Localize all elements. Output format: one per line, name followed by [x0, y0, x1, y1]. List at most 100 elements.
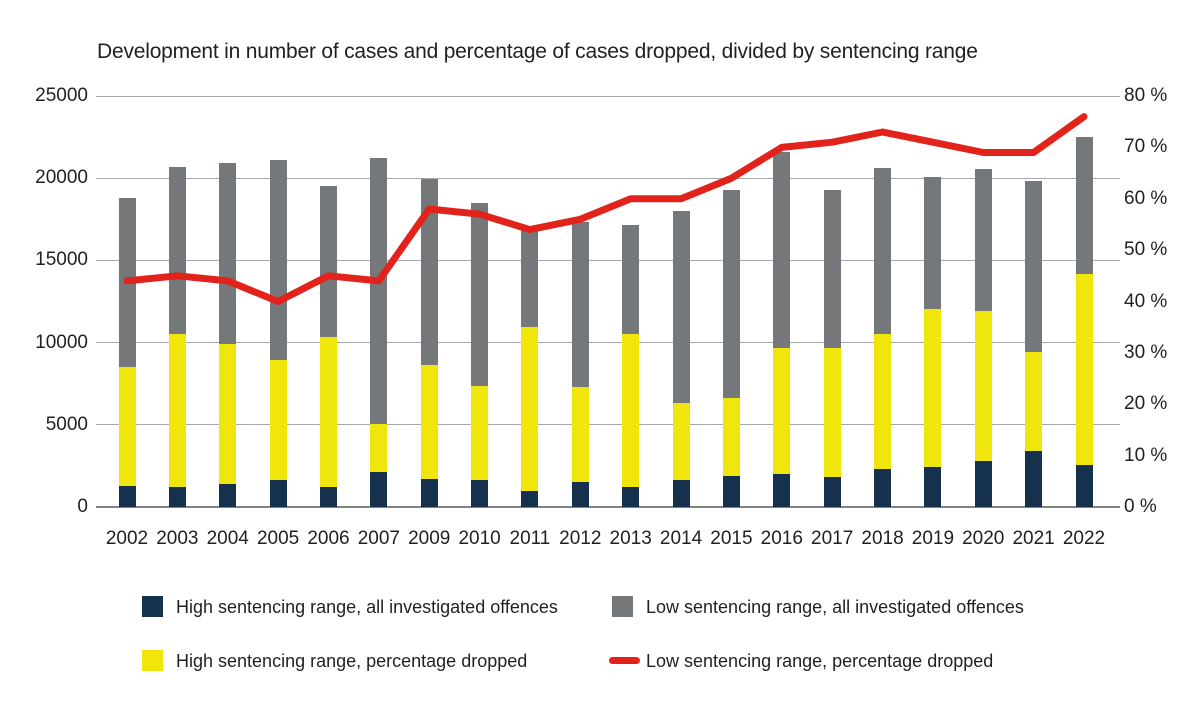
gridline	[96, 259, 1120, 261]
x-axis-year-label: 2017	[811, 528, 854, 549]
bar-segment-high_dropped-2010	[471, 386, 489, 480]
x-axis-year-label: 2021	[1012, 528, 1055, 549]
bar-segment-low_all-2009	[420, 179, 438, 365]
right-axis-tick-label: 10 %	[1124, 444, 1168, 466]
bar-segment-high_all-2022	[1075, 465, 1093, 507]
bar-segment-low_all-2016	[773, 151, 791, 349]
x-axis-year-label: 2002	[105, 528, 149, 549]
right-axis-tick-label: 80 %	[1124, 85, 1168, 106]
bar-segment-high_dropped-2020	[974, 311, 992, 461]
bar-segment-high_dropped-2006	[319, 336, 337, 488]
left-axis-tick-label: 10000	[35, 331, 88, 353]
legend-label: High sentencing range, all investigated …	[176, 597, 558, 617]
legend-swatch-high_dropped	[142, 650, 163, 671]
bar-segment-high_all-2013	[622, 487, 640, 507]
legend-label: Low sentencing range, all investigated o…	[646, 597, 1024, 617]
bar-segment-low_all-2022	[1075, 137, 1093, 275]
bar-segment-high_all-2004	[219, 483, 237, 507]
bar-segment-low_all-2011	[521, 226, 539, 327]
bar-segment-low_all-2005	[269, 160, 287, 360]
bar-segment-high_all-2007	[370, 471, 388, 507]
x-axis-year-label: 2006	[307, 528, 350, 549]
bar-segment-low_all-2003	[168, 166, 186, 334]
left-axis-tick-label: 25000	[35, 85, 88, 106]
bar-segment-high_dropped-2019	[924, 308, 942, 467]
x-axis-year-label: 2014	[659, 528, 703, 549]
bar-segment-high_dropped-2002	[118, 367, 136, 486]
gridline	[96, 506, 1120, 508]
left-axis-tick-label: 0	[77, 496, 88, 517]
bar-segment-low_all-2020	[974, 169, 992, 312]
bar-segment-low_all-2007	[370, 157, 388, 424]
right-axis-tick-label: 70 %	[1124, 136, 1168, 158]
bar-segment-low_all-2012	[571, 221, 589, 387]
bar-segment-low_all-2010	[471, 202, 489, 387]
bar-segment-high_dropped-2021	[1025, 352, 1043, 452]
x-axis-year-label: 2018	[861, 528, 904, 549]
bar-segment-high_all-2006	[319, 487, 337, 507]
x-axis-year-label: 2005	[256, 528, 300, 549]
bar-segment-low_all-2014	[672, 211, 690, 404]
bar-segment-high_all-2002	[118, 485, 136, 507]
bar-segment-low_all-2015	[722, 189, 740, 399]
bar-segment-high_all-2019	[924, 466, 942, 507]
chart-title: Development in number of cases and perce…	[97, 40, 978, 63]
bar-segment-low_all-2004	[219, 162, 237, 345]
gridline	[96, 177, 1120, 179]
bar-segment-high_dropped-2017	[823, 348, 841, 477]
line-path	[123, 113, 1088, 305]
bar-segment-high_dropped-2015	[722, 398, 740, 476]
bar-segment-high_dropped-2014	[672, 403, 690, 480]
bar-segment-high_all-2021	[1025, 451, 1043, 507]
x-axis-year-label: 2022	[1062, 528, 1106, 549]
x-axis-year-label: 2019	[911, 528, 955, 549]
legend-line-swatch-low_dropped_line	[609, 657, 640, 664]
bar-segment-high_dropped-2022	[1075, 274, 1093, 466]
low-dropped-percentage-line	[123, 113, 1088, 305]
right-axis-tick-label: 50 %	[1124, 239, 1168, 261]
bar-segment-high_all-2018	[874, 469, 892, 507]
bar-segment-high_dropped-2003	[168, 333, 186, 488]
legend-swatch-high_all	[142, 596, 163, 617]
bar-segment-high_dropped-2011	[521, 326, 539, 491]
x-axis-year-label: 2004	[206, 528, 249, 549]
bar-segment-high_all-2017	[823, 476, 841, 507]
x-axis-year-label: 2012	[559, 528, 602, 549]
bar-segment-high_all-2016	[773, 474, 791, 507]
left-axis-tick-label: 15000	[35, 249, 88, 271]
bar-segment-high_all-2003	[168, 487, 186, 507]
bar-segment-high_all-2009	[420, 479, 438, 507]
x-axis-year-label: 2016	[760, 528, 803, 549]
x-axis-year-label: 2011	[509, 528, 551, 549]
bar-segment-high_all-2005	[269, 479, 287, 507]
legend-label: Low sentencing range, percentage dropped	[646, 651, 994, 671]
bar-segment-high_all-2011	[521, 490, 539, 507]
bar-segment-high_all-2020	[974, 460, 992, 507]
bar-segment-low_all-2013	[622, 225, 640, 335]
x-axis-year-label: 2003	[156, 528, 199, 549]
right-axis-tick-label: 40 %	[1124, 290, 1168, 312]
bar-segment-low_all-2017	[823, 189, 841, 349]
x-axis-year-label: 2013	[609, 528, 652, 549]
bar-segment-low_all-2018	[874, 167, 892, 335]
right-axis-tick-label: 20 %	[1124, 393, 1168, 415]
bar-segment-high_all-2012	[571, 482, 589, 507]
bar-segment-high_dropped-2007	[370, 423, 388, 472]
x-axis-year-label: 2010	[458, 528, 501, 549]
x-axis-year-label: 2015	[710, 528, 753, 549]
bar-segment-high_dropped-2016	[773, 348, 791, 475]
right-axis-tick-label: 30 %	[1124, 341, 1168, 363]
bar-segment-high_dropped-2018	[874, 334, 892, 470]
legend-swatch-low_all	[612, 596, 633, 617]
right-axis-tick-label: 60 %	[1124, 187, 1168, 209]
right-axis-tick-label: 0 %	[1124, 496, 1157, 517]
bar-segment-high_dropped-2013	[622, 334, 640, 488]
x-axis-year-label: 2009	[408, 528, 451, 549]
bar-segment-high_dropped-2005	[269, 359, 287, 480]
bar-segment-high_dropped-2012	[571, 386, 589, 483]
x-axis-year-label: 2007	[357, 528, 400, 549]
bar-segment-low_all-2021	[1025, 180, 1043, 353]
